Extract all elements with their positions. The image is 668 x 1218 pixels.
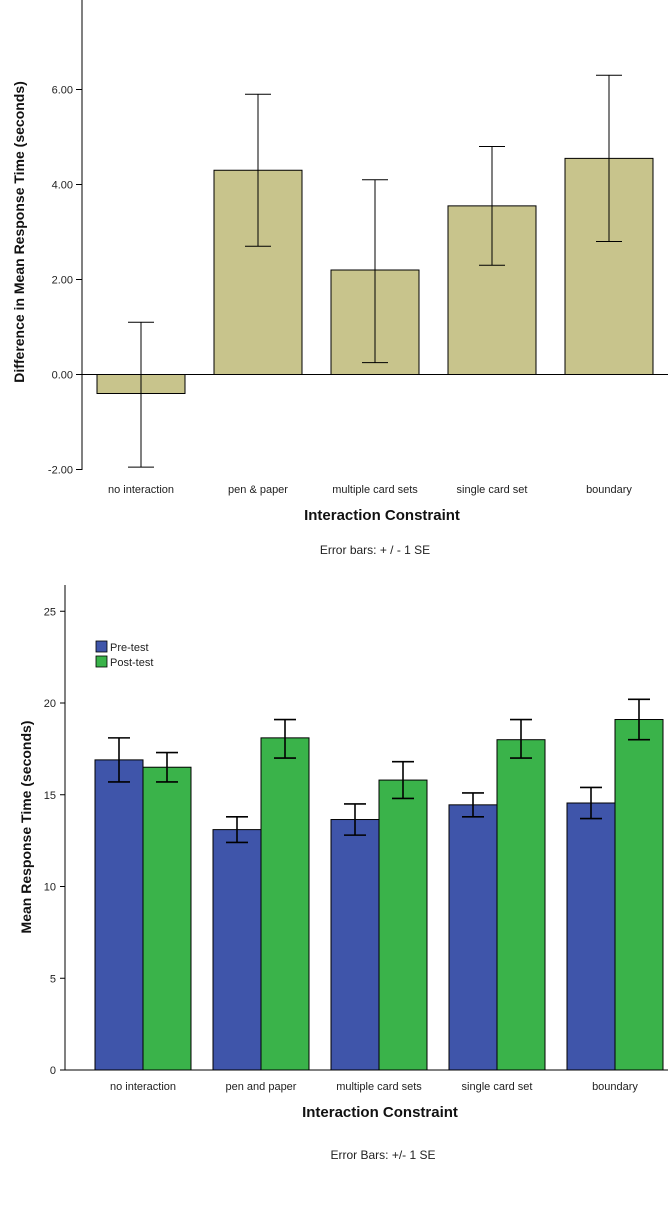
chart2-bars bbox=[94, 719, 664, 1071]
chart1-x-tick-label: multiple card sets bbox=[332, 484, 418, 496]
chart1-error-bar-boundary bbox=[596, 74, 622, 242]
legend-label-post-test: Post-test bbox=[110, 657, 153, 669]
chart2-error-bars bbox=[108, 698, 650, 844]
chart1-x-tick-label: boundary bbox=[586, 484, 632, 496]
chart2-y-tick-label: 5 bbox=[50, 973, 56, 985]
chart2-error-bar-pre-test-multiple-card-sets bbox=[344, 803, 366, 836]
chart1-y-tick-label: 0.00 bbox=[52, 370, 73, 382]
chart-1: -2.00 0.00 2.00 4.00 6.00 no interaction pen … bbox=[11, 0, 668, 557]
chart1-x-tick-label: pen & paper bbox=[228, 484, 288, 496]
chart2-bar-pre-test-pen-and-paper bbox=[212, 829, 262, 1071]
chart1-error-bar-single-card-set bbox=[479, 146, 505, 266]
legend-label-pre-test: Pre-test bbox=[110, 642, 149, 654]
chart1-x-axis-title: Interaction Constraint bbox=[304, 507, 460, 524]
chart2-legend: Pre-test Post-test bbox=[95, 640, 153, 669]
chart2-bar-post-test-multiple-card-sets bbox=[378, 779, 428, 1071]
chart1-y-tick-label: 2.00 bbox=[52, 275, 73, 287]
chart2-error-bar-post-test-multiple-card-sets bbox=[392, 760, 414, 800]
legend-swatch-post-test bbox=[95, 655, 108, 668]
chart2-error-bar-pre-test-pen-and-paper bbox=[226, 815, 248, 844]
chart2-error-bar-pre-test-single-card-set bbox=[462, 792, 484, 818]
chart2-y-tick-label: 20 bbox=[44, 698, 56, 710]
chart1-x-ticks: no interaction pen & paper multiple card s… bbox=[108, 484, 632, 496]
chart2-x-tick-label: pen and paper bbox=[226, 1081, 297, 1093]
chart1-y-ticks: -2.00 0.00 2.00 4.00 6.00 bbox=[48, 85, 82, 477]
chart2-x-tick-label: boundary bbox=[592, 1081, 638, 1093]
chart2-x-tick-label: no interaction bbox=[110, 1081, 176, 1093]
chart2-y-tick-label: 0 bbox=[50, 1065, 56, 1077]
chart1-y-tick-label: 4.00 bbox=[52, 180, 73, 192]
chart2-bar-post-test-no-interaction bbox=[142, 766, 192, 1071]
chart2-y-tick-label: 10 bbox=[44, 882, 56, 894]
chart1-x-tick-label: single card set bbox=[457, 484, 528, 496]
chart2-x-tick-label: single card set bbox=[462, 1081, 533, 1093]
chart2-error-bar-pre-test-no-interaction bbox=[108, 737, 130, 783]
chart2-bar-pre-test-no-interaction bbox=[94, 759, 144, 1071]
chart2-bar-post-test-single-card-set bbox=[496, 739, 546, 1071]
chart2-bar-post-test-pen-and-paper bbox=[260, 737, 310, 1071]
chart2-bar-pre-test-boundary bbox=[566, 802, 616, 1071]
chart1-error-bar-no-interaction bbox=[128, 321, 154, 468]
chart1-x-tick-label: no interaction bbox=[108, 484, 174, 496]
chart1-y-axis-title: Difference in Mean Response Time (second… bbox=[11, 81, 27, 383]
chart2-y-ticks: 0 5 10 15 20 25 bbox=[44, 606, 65, 1077]
chart2-x-axis-title: Interaction Constraint bbox=[302, 1104, 458, 1121]
chart2-error-bar-post-test-single-card-set bbox=[510, 718, 532, 759]
chart2-bar-pre-test-single-card-set bbox=[448, 804, 498, 1071]
chart2-error-bar-post-test-no-interaction bbox=[156, 751, 178, 783]
chart1-error-bars bbox=[128, 74, 622, 468]
chart2-x-tick-label: multiple card sets bbox=[336, 1081, 422, 1093]
chart2-y-axis-title: Mean Response Time (seconds) bbox=[18, 721, 34, 934]
chart1-y-tick-label: -2.00 bbox=[48, 465, 73, 477]
chart-2: 0 5 10 15 20 25 no interaction pen and paper mu… bbox=[18, 585, 668, 1162]
chart1-error-note: Error bars: + / - 1 SE bbox=[320, 543, 430, 557]
chart2-error-note: Error Bars: +/- 1 SE bbox=[330, 1148, 435, 1162]
chart2-error-bar-pre-test-boundary bbox=[580, 786, 602, 820]
chart1-error-bar-multiple-card-sets bbox=[362, 179, 388, 364]
chart2-y-tick-label: 25 bbox=[44, 606, 56, 618]
chart1-y-tick-label: 6.00 bbox=[52, 85, 73, 97]
chart2-bar-post-test-boundary bbox=[614, 719, 664, 1071]
chart2-x-ticks: no interaction pen and paper multiple card… bbox=[110, 1081, 638, 1093]
chart2-error-bar-post-test-boundary bbox=[628, 698, 650, 741]
legend-swatch-pre-test bbox=[95, 640, 108, 653]
chart2-error-bar-post-test-pen-and-paper bbox=[274, 718, 296, 759]
chart2-bar-pre-test-multiple-card-sets bbox=[330, 819, 380, 1071]
chart1-error-bar-pen-paper bbox=[245, 93, 271, 247]
chart2-y-tick-label: 15 bbox=[44, 790, 56, 802]
